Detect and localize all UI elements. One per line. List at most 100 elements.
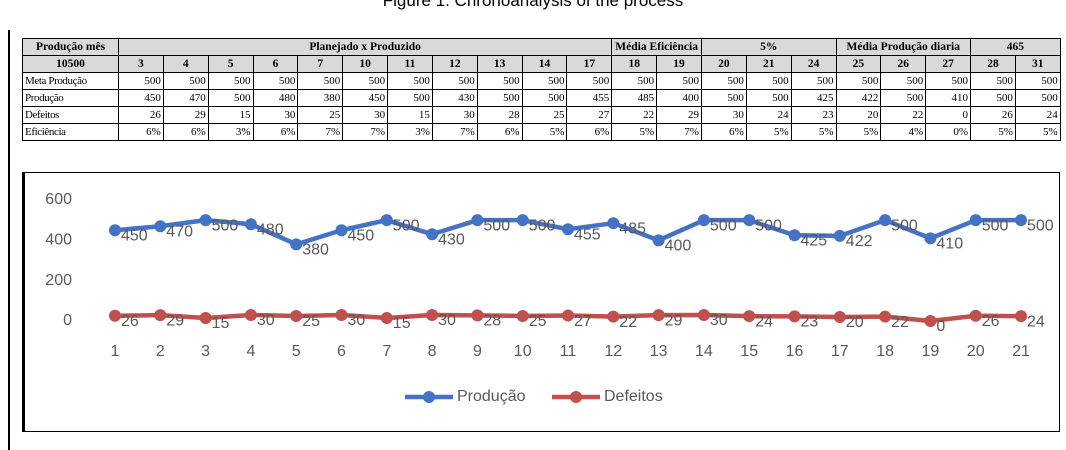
y-tick-label: 600	[45, 191, 72, 208]
data-point	[109, 224, 121, 237]
x-tick-label: 11	[560, 343, 577, 360]
data-label: 25	[529, 313, 547, 330]
data-point	[109, 309, 121, 322]
cell: 7%	[656, 123, 702, 141]
data-point	[697, 308, 710, 321]
x-tick-label: 13	[650, 343, 668, 360]
data-label: 425	[801, 233, 828, 250]
data-label: 24	[1027, 313, 1045, 330]
x-tick-label: 21	[1012, 343, 1030, 360]
cell: 3%	[207, 123, 254, 141]
data-label: 24	[755, 313, 773, 330]
data-point	[199, 214, 212, 227]
data-point	[743, 214, 756, 227]
data-point	[516, 214, 529, 227]
legend-label: Produção	[457, 388, 526, 405]
x-tick-label: 6	[337, 343, 346, 360]
column-header: 12	[431, 55, 478, 73]
data-point	[335, 308, 348, 321]
data-label: 30	[438, 312, 456, 329]
row-label: Produção	[22, 89, 119, 107]
data-label: 450	[348, 227, 375, 244]
table-row: Produção mês Planejado x Produzido Média E…	[22, 38, 1061, 56]
cell: 500	[700, 72, 747, 90]
data-point	[426, 228, 439, 241]
data-point	[697, 214, 710, 227]
data-label: 500	[212, 217, 239, 234]
data-label: 22	[619, 314, 637, 331]
data-label: 410	[936, 236, 963, 253]
frame-line	[8, 30, 10, 450]
group-header: 465	[970, 38, 1061, 56]
data-point	[788, 229, 801, 242]
data-point	[154, 220, 167, 233]
column-header: 6	[252, 55, 299, 73]
cell: 7%	[431, 123, 478, 141]
x-tick-label: 18	[876, 343, 894, 360]
legend-marker	[570, 391, 582, 403]
data-label: 15	[212, 315, 230, 332]
data-label: 500	[483, 217, 510, 234]
data-label: 430	[438, 232, 465, 249]
data-label: 422	[846, 233, 873, 250]
data-point	[879, 310, 892, 323]
data-label: 30	[710, 312, 728, 329]
x-tick-label: 19	[922, 343, 940, 360]
cell: 500	[431, 72, 478, 90]
cell: 500	[790, 72, 837, 90]
group-header: Produção mês	[22, 38, 119, 56]
cell: 500	[880, 72, 927, 90]
cell: 6%	[252, 123, 299, 141]
data-point	[154, 309, 167, 322]
data-label: 0	[936, 318, 945, 335]
data-point	[290, 309, 303, 322]
cell: 500	[970, 89, 1016, 107]
cell: 470	[162, 89, 209, 107]
legend-label: Defeitos	[604, 388, 663, 405]
cell: 500	[521, 89, 568, 107]
data-label: 380	[302, 242, 329, 259]
data-point	[969, 214, 982, 227]
x-tick-label: 5	[292, 343, 301, 360]
figure-title: Figure 1. Chronoanalysis of the process	[382, 0, 684, 10]
y-tick-label: 400	[45, 232, 72, 249]
cell: 5%	[611, 123, 658, 141]
data-point	[607, 217, 620, 230]
table-row: 10500 3 4 5 6 7 10 11 12 13 14 17 18 19 20 21 24 25 26 27 28…	[22, 55, 1061, 73]
data-label: 470	[166, 223, 193, 240]
data-label: 27	[574, 313, 592, 330]
data-point	[380, 311, 393, 324]
data-point	[244, 308, 257, 321]
data-point	[562, 309, 574, 322]
data-label: 500	[891, 217, 918, 234]
data-point	[652, 309, 665, 322]
column-header: 19	[656, 55, 702, 73]
cell: 500	[656, 72, 702, 90]
data-label: 30	[348, 312, 366, 329]
data-label: 500	[1027, 217, 1054, 234]
data-label: 15	[393, 315, 411, 332]
data-point	[290, 238, 303, 251]
cell: 0%	[925, 123, 972, 141]
cell: 500	[1014, 89, 1061, 107]
table-row: Produção 450 470 500 480 380 450 500 430 500 500 45…	[22, 89, 1061, 107]
cell: 450	[118, 89, 164, 107]
data-point	[788, 310, 801, 323]
data-label: 29	[166, 312, 184, 329]
cell: 500	[476, 72, 523, 90]
column-header: 11	[387, 55, 433, 73]
column-header: 18	[611, 55, 658, 73]
x-tick-label: 14	[695, 343, 713, 360]
data-label: 400	[665, 238, 692, 255]
column-header: 31	[1014, 55, 1061, 73]
cell: 6%	[566, 123, 613, 141]
data-point	[743, 310, 756, 323]
cell: 6%	[162, 123, 209, 141]
x-tick-label: 8	[428, 343, 437, 360]
data-label: 500	[393, 217, 420, 234]
group-header: Média Eficiência	[611, 38, 702, 56]
x-tick-label: 20	[967, 343, 985, 360]
row-label: Eficiência	[22, 123, 119, 141]
data-label: 455	[574, 226, 601, 243]
